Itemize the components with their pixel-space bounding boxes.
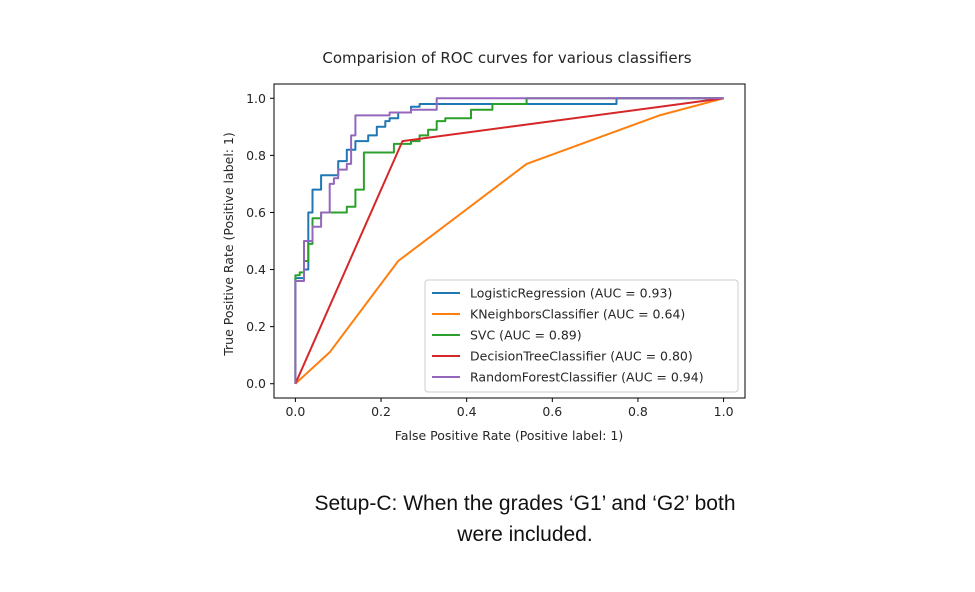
y-tick-label: 0.8 xyxy=(246,148,266,163)
caption-line-2: were included. xyxy=(457,523,593,546)
axes: 0.0 0.2 0.4 0.6 0.8 1.0 0.0 0.2 0.4 0.6 0.8 1.0 xyxy=(246,83,746,419)
series-line-3 xyxy=(294,97,724,385)
y-tick-label: 0.4 xyxy=(246,262,266,277)
x-tick-label: 0.6 xyxy=(542,404,562,419)
series-line-0 xyxy=(294,97,724,384)
y-tick-label: 1.0 xyxy=(246,91,266,106)
caption-line-1: Setup-C: When the grades ‘G1’ and ‘G2’ b… xyxy=(314,492,736,515)
legend-label-1: KNeighborsClassifier (AUC = 0.64) xyxy=(470,307,685,322)
x-tick-label: 0.2 xyxy=(371,404,391,419)
plot-frame xyxy=(273,83,746,399)
series-line-1 xyxy=(294,97,724,385)
legend-label-2: SVC (AUC = 0.89) xyxy=(470,328,582,343)
legend-box xyxy=(424,279,739,393)
x-tick-label: 0.0 xyxy=(285,404,305,419)
chart-title: Comparision of ROC curves for various cl… xyxy=(322,49,691,67)
y-tick-label: 0.0 xyxy=(246,376,266,391)
plot-area xyxy=(294,97,724,385)
y-axis-label: True Positive Rate (Positive label: 1) xyxy=(221,132,236,357)
y-tick-label: 0.2 xyxy=(246,319,266,334)
legend-label-3: DecisionTreeClassifier (AUC = 0.80) xyxy=(470,349,693,364)
series-line-2 xyxy=(294,97,724,384)
legend-label-4: RandomForestClassifier (AUC = 0.94) xyxy=(470,370,704,385)
x-tick-label: 0.4 xyxy=(457,404,477,419)
legend: LogisticRegression (AUC = 0.93) KNeighbor… xyxy=(424,279,739,393)
x-tick-label: 1.0 xyxy=(714,404,734,419)
x-tick-label: 0.8 xyxy=(628,404,648,419)
x-axis-label: False Positive Rate (Positive label: 1) xyxy=(395,428,623,443)
legend-label-0: LogisticRegression (AUC = 0.93) xyxy=(470,286,672,301)
y-tick-label: 0.6 xyxy=(246,205,266,220)
figure-caption: Setup-C: When the grades ‘G1’ and ‘G2’ b… xyxy=(230,488,820,550)
series-line-4 xyxy=(294,97,724,384)
